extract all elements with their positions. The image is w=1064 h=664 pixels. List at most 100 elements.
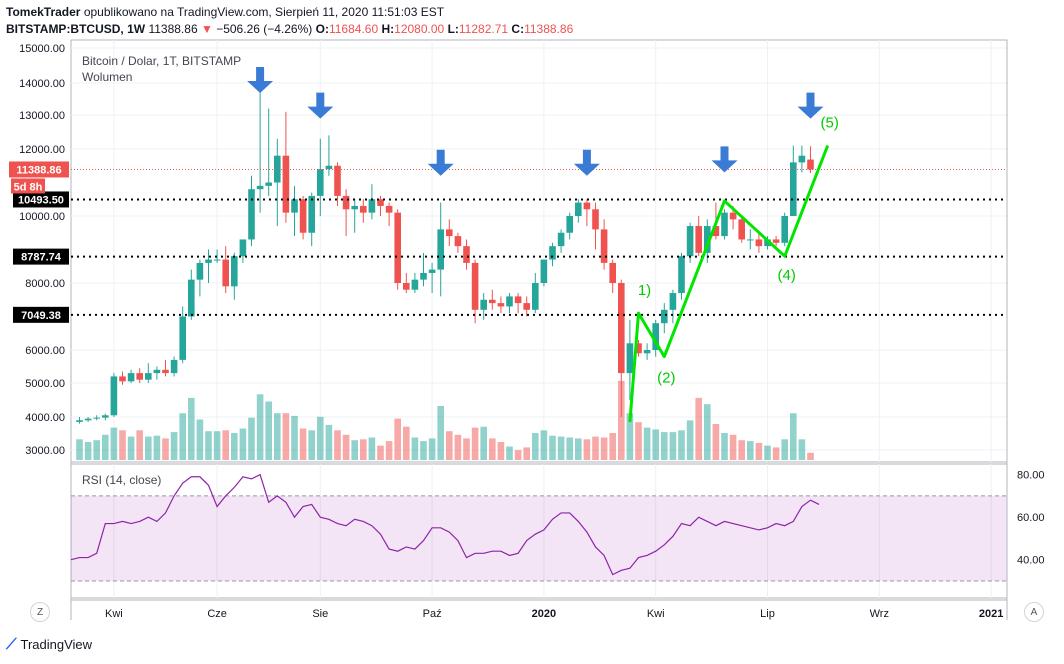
candle-body xyxy=(695,226,702,253)
candle-body xyxy=(325,165,333,170)
level-tag xyxy=(13,248,69,265)
volume-bar xyxy=(755,442,763,460)
candle-body xyxy=(557,232,565,247)
down-arrow-icon xyxy=(307,92,334,119)
x-tick-label: Cze xyxy=(207,608,227,620)
volume-bar xyxy=(411,437,419,460)
volume-bar xyxy=(368,437,376,460)
y-tick-label: 3000.00 xyxy=(25,445,65,457)
candle-body xyxy=(110,376,118,416)
candle-body xyxy=(231,256,238,287)
volume-bar xyxy=(334,430,341,460)
volume-bar xyxy=(704,404,711,460)
candle-body xyxy=(480,299,487,310)
candle-body xyxy=(609,262,616,283)
candle-body xyxy=(807,159,814,170)
volume-bar xyxy=(738,440,745,460)
rsi-tick-label: 40.00 xyxy=(1017,555,1045,567)
volume-bar xyxy=(385,441,393,460)
candle-body xyxy=(549,246,556,260)
volume-bar xyxy=(523,447,530,460)
candle-body xyxy=(747,239,754,241)
candle-body xyxy=(93,417,100,419)
volume-bar xyxy=(781,439,788,460)
volume-bar xyxy=(532,433,539,460)
y-tick-label: 8000.00 xyxy=(25,278,65,290)
volume-bar xyxy=(170,432,178,460)
candle-body xyxy=(170,359,178,374)
chart-header: TomekTrader opublikowano na TradingView.… xyxy=(6,4,573,38)
volume-bar xyxy=(239,428,247,460)
tradingview-logo-icon: ⟋ xyxy=(6,636,17,653)
y-tick-label: 6000.00 xyxy=(25,345,65,357)
candle-body xyxy=(437,229,444,270)
volume-bar xyxy=(437,406,444,460)
y-tick-label: 13000.00 xyxy=(19,110,65,122)
x-tick-label: Kwi xyxy=(105,608,123,620)
volume-bar xyxy=(540,430,548,460)
volume-bar xyxy=(127,436,135,460)
wave-label: (5) xyxy=(821,115,839,132)
volume-bar xyxy=(351,440,358,460)
candle-body xyxy=(377,199,384,206)
candle-body xyxy=(523,303,530,310)
down-arrow-icon xyxy=(711,146,738,173)
volume-bar xyxy=(764,445,771,460)
volume-bar xyxy=(669,432,677,460)
auto-scale-button[interactable]: A xyxy=(1024,602,1044,622)
symbol-label: BITSTAMP:BTCUSD, 1W xyxy=(6,22,146,36)
wave-label: 1) xyxy=(638,282,651,299)
high-value: 12080.00 xyxy=(394,22,445,36)
candle-body xyxy=(686,226,694,257)
series-legend: Bitcoin / Dolar, 1T, BITSTAMP xyxy=(82,54,241,68)
candle-body xyxy=(652,323,659,350)
volume-bar xyxy=(747,441,754,460)
candle-body xyxy=(471,262,479,310)
candle-body xyxy=(274,155,281,183)
candle-body xyxy=(102,415,109,418)
volume-bar xyxy=(162,438,169,460)
candle-body xyxy=(411,279,419,290)
y-tick-label: 12000.00 xyxy=(19,144,65,156)
candle-body xyxy=(626,343,634,374)
volume-bar xyxy=(282,413,290,460)
last-price: 11388.86 xyxy=(148,22,198,36)
volume-bar xyxy=(480,426,487,460)
volume-bar xyxy=(729,434,737,460)
volume-bar xyxy=(557,436,565,460)
candle-body xyxy=(635,343,642,354)
low-value: 11282.71 xyxy=(458,22,509,36)
x-tick-label: Kwi xyxy=(647,608,665,620)
candle-body xyxy=(351,205,358,210)
volume-bar xyxy=(721,433,728,460)
open-label: O: xyxy=(315,22,329,36)
candle-body xyxy=(334,165,341,196)
candle-body xyxy=(798,155,806,163)
candle-body xyxy=(248,189,255,240)
down-arrow-icon xyxy=(573,149,600,176)
candle-body xyxy=(360,205,367,213)
wave-label: (2) xyxy=(657,370,675,387)
candle-body xyxy=(764,239,771,247)
candle-body xyxy=(256,185,264,190)
candle-body xyxy=(136,373,143,380)
candle-body xyxy=(76,420,83,422)
candle-body xyxy=(308,195,315,233)
volume-bar xyxy=(102,434,109,460)
volume-bar xyxy=(213,431,221,460)
zoom-button[interactable]: Z xyxy=(30,602,50,622)
volume-bar xyxy=(93,440,100,460)
rsi-pane xyxy=(70,463,1008,599)
price-tag xyxy=(9,161,69,178)
volume-bar xyxy=(618,380,625,460)
candle-body xyxy=(592,209,599,230)
down-arrow-icon xyxy=(427,149,454,176)
volume-bar xyxy=(428,438,436,460)
price-change: −506.26 (−4.26%) xyxy=(216,22,313,36)
author-name: TomekTrader xyxy=(6,5,81,19)
y-tick-label: 10000.00 xyxy=(19,211,65,223)
volume-bar xyxy=(626,413,634,460)
volume-bar xyxy=(110,427,118,460)
candle-body xyxy=(368,199,376,213)
